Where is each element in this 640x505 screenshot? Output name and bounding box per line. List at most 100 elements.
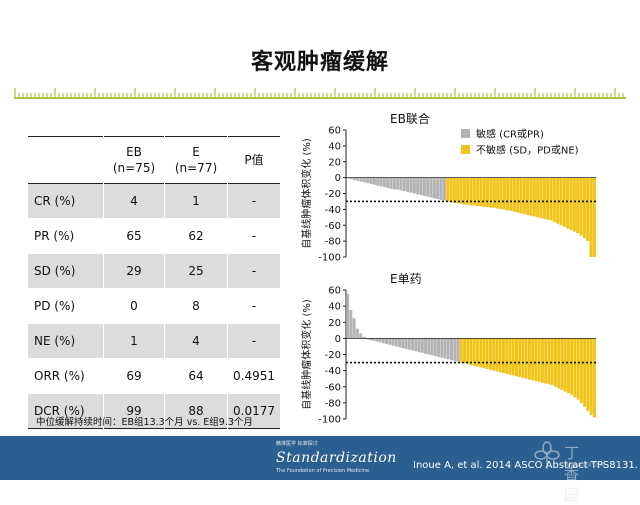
- waterfall-bar: [394, 338, 398, 347]
- waterfall-bar: [532, 177, 536, 217]
- waterfall-bar: [537, 338, 541, 382]
- table-cell: 1: [164, 183, 228, 219]
- waterfall-bar: [522, 177, 526, 215]
- waterfall-bar: [589, 338, 593, 415]
- waterfall-bar: [369, 177, 373, 184]
- waterfall-bar: [579, 177, 583, 236]
- table-cell: 99: [103, 393, 165, 429]
- watermark-url: WWW.DXY.CN: [564, 462, 605, 469]
- waterfall-bar: [592, 177, 596, 257]
- table-cell: 4: [103, 183, 165, 219]
- waterfall-bar: [486, 177, 490, 207]
- waterfall-bar: [407, 338, 411, 350]
- waterfall-bar: [386, 177, 390, 188]
- chart-title: EB联合: [390, 112, 430, 126]
- row-label: PD (%): [34, 299, 76, 313]
- waterfall-bar: [456, 338, 460, 362]
- table-cell: 69: [103, 358, 165, 394]
- waterfall-bar: [472, 177, 476, 206]
- waterfall-bar: [459, 177, 463, 204]
- waterfall-bar: [485, 338, 489, 370]
- waterfall-bar: [539, 177, 543, 219]
- waterfall-bar: [505, 338, 509, 374]
- legend-label: 不敏感 (SD，PD或NE): [476, 144, 579, 157]
- waterfall-bar: [518, 338, 522, 378]
- waterfall-bar: [589, 177, 593, 257]
- waterfall-bar: [426, 177, 430, 197]
- waterfall-bar: [569, 177, 573, 231]
- waterfall-chart-e: 自基线肿瘤体积变化 (%) 60 40 20 0 -20 -40 -60 -80 -100 E单药: [300, 272, 596, 426]
- waterfall-bar: [433, 338, 437, 357]
- table-cell: 0: [103, 288, 165, 324]
- waterfall-bar: [579, 338, 583, 403]
- y-tick-label: -100: [318, 253, 341, 263]
- waterfall-bar: [529, 177, 533, 216]
- waterfall-bar: [524, 338, 528, 379]
- table-cell: 29: [103, 253, 165, 289]
- table-cell: 0.0177: [227, 393, 280, 429]
- waterfall-bar: [476, 177, 480, 207]
- citation: Inoue A, et al. 2014 ASCO Abstract TPS81…: [413, 460, 638, 471]
- y-tick-label: 20: [328, 157, 341, 168]
- waterfall-bar: [496, 177, 500, 209]
- waterfall-bar: [406, 177, 410, 192]
- table-row: CR (%) 4 1-: [28, 183, 280, 219]
- waterfall-bar: [502, 177, 506, 210]
- waterfall-bar: [389, 177, 393, 189]
- waterfall-bar: [368, 338, 372, 340]
- header-line: EB: [126, 145, 142, 159]
- legend-swatch: [461, 145, 470, 154]
- waterfall-bar: [495, 338, 499, 372]
- waterfall-bar: [479, 177, 483, 207]
- waterfall-bar: [346, 294, 350, 339]
- table-row: PR (%) 65 62-: [28, 218, 280, 254]
- waterfall-bar: [352, 177, 356, 181]
- waterfall-bar: [372, 338, 376, 341]
- footer-bar: [0, 436, 640, 480]
- waterfall-bar: [586, 177, 590, 242]
- waterfall-bar: [586, 338, 590, 411]
- table-cell: 65: [103, 218, 165, 254]
- waterfall-bar: [429, 177, 433, 198]
- slide-title: 客观肿瘤缓解: [250, 50, 389, 75]
- waterfall-bar: [570, 338, 574, 395]
- y-tick-label: -60: [325, 221, 341, 232]
- logo-tagline-top: 精准医学 标准探讨: [276, 441, 318, 447]
- waterfall-bar: [521, 338, 525, 378]
- waterfall-bar: [562, 177, 566, 227]
- table-header-pvalue: P值: [227, 136, 280, 184]
- y-tick-label: -20: [325, 350, 341, 361]
- row-label: ORR (%): [34, 369, 85, 383]
- waterfall-bar: [542, 177, 546, 219]
- waterfall-bar: [572, 177, 576, 232]
- waterfall-bar: [443, 338, 447, 359]
- waterfall-bar: [398, 338, 402, 348]
- y-tick-label: 0: [335, 173, 341, 184]
- waterfall-bar: [501, 338, 505, 374]
- table-header-blank: [28, 137, 104, 184]
- response-summary-table: EB (n=75) E (n=77) P值 CR (%) 4 1- PR (%) 65 62-…: [28, 136, 280, 429]
- table-cell: -: [227, 218, 280, 254]
- waterfall-bar: [557, 338, 561, 389]
- waterfall-bar: [469, 338, 473, 365]
- waterfall-bar: [375, 338, 379, 342]
- waterfall-bar: [466, 177, 470, 205]
- waterfall-bar: [563, 338, 567, 392]
- waterfall-bar: [376, 177, 380, 186]
- waterfall-bar: [489, 338, 492, 370]
- waterfall-bar: [498, 338, 502, 373]
- chart-title: E单药: [390, 272, 422, 286]
- waterfall-bar: [472, 338, 476, 366]
- waterfall-bar: [432, 177, 436, 199]
- waterfall-bar: [378, 338, 382, 343]
- waterfall-bar: [379, 177, 383, 187]
- y-tick-label: -40: [325, 366, 341, 377]
- waterfall-bar: [583, 338, 587, 407]
- waterfall-bar: [409, 177, 413, 193]
- waterfall-bar: [566, 177, 570, 229]
- waterfall-bar: [527, 338, 531, 380]
- waterfall-bar: [439, 177, 443, 200]
- waterfall-bar: [544, 338, 548, 384]
- waterfall-bar: [449, 177, 453, 203]
- waterfall-bar: [446, 177, 450, 202]
